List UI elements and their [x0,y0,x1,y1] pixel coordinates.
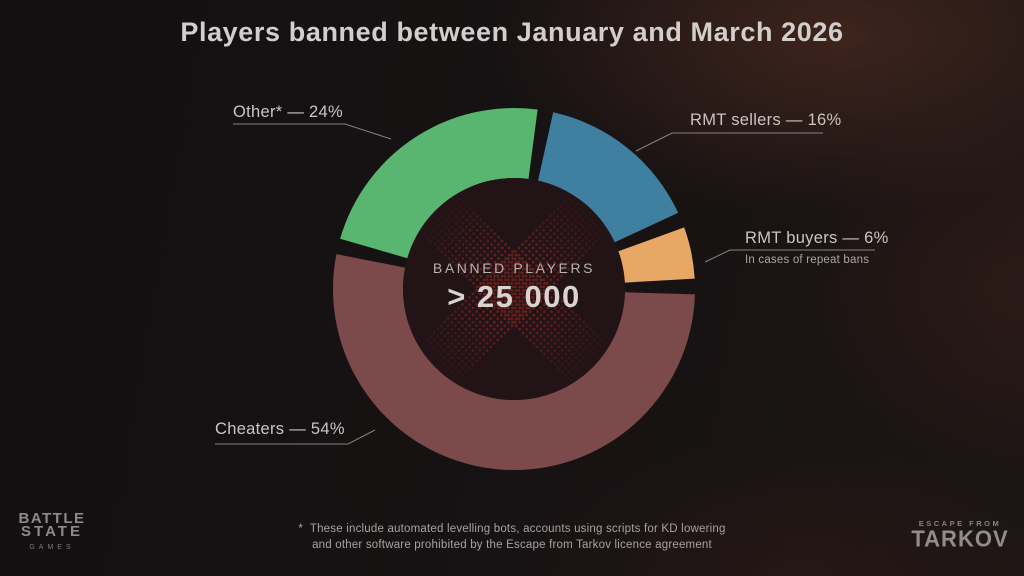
callout-rmt-sellers: RMT sellers — 16% [690,111,842,130]
footnote-line-2: and other software prohibited by the Esc… [312,539,712,551]
donut-slice-rmt-sellers [538,112,679,243]
callout-cheaters: Cheaters — 54% [215,420,345,439]
callout-rmt-buyers: RMT buyers — 6% In cases of repeat bans [745,229,889,266]
footnote-line-1: * These include automated levelling bots… [298,523,726,535]
donut-slice-cheaters [332,254,695,471]
callout-other-label: Other* — 24% [233,103,343,121]
donut-slice-rmt-buyers [618,227,695,283]
center-value: > 25 000 [447,279,581,314]
callout-rmt-sellers-label: RMT sellers — 16% [690,111,842,129]
footnote-marker: * [298,523,304,535]
callout-cheaters-label: Cheaters — 54% [215,420,345,438]
donut-chart-area: BANNED PLAYERS > 25 000 [314,89,714,489]
callout-other: Other* — 24% [233,103,343,122]
tarkov-x-watermark [403,178,625,400]
chart-title: Players banned between January and March… [180,17,844,47]
footnote: * These include automated levelling bots… [0,521,1024,553]
x-watermark-fade [403,178,625,400]
callout-rmt-buyers-label: RMT buyers — 6% [745,229,889,247]
center-label: BANNED PLAYERS [432,260,596,276]
callout-rmt-buyers-note: In cases of repeat bans [745,254,870,266]
battlestate-games-logo: BATTLE STATE GAMES [18,510,86,551]
escape-from-tarkov-logo: ESCAPE FROM TARKOV [911,519,1009,552]
